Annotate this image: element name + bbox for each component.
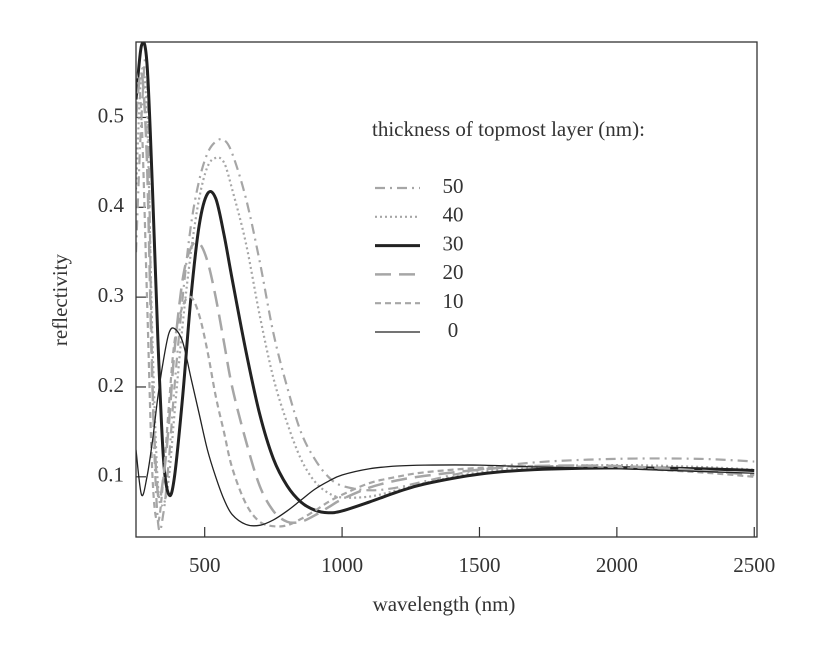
legend-label: 20 xyxy=(443,260,464,284)
y-tick-label: 0.4 xyxy=(98,193,125,217)
x-axis-label: wavelength (nm) xyxy=(373,592,516,616)
legend-label: 40 xyxy=(443,203,464,227)
x-tick-label: 2000 xyxy=(596,553,638,577)
x-tick-label: 1500 xyxy=(458,553,500,577)
legend-label: 50 xyxy=(443,174,464,198)
series-line xyxy=(136,55,755,532)
x-tick-label: 500 xyxy=(189,553,221,577)
y-tick-label: 0.2 xyxy=(98,373,124,397)
series-line xyxy=(136,70,755,525)
x-tick-label: 1000 xyxy=(321,553,363,577)
legend-label: 10 xyxy=(443,289,464,313)
series-line xyxy=(136,42,755,515)
series-line xyxy=(136,72,755,528)
y-tick-label: 0.5 xyxy=(98,103,124,127)
plot-lines xyxy=(136,42,755,532)
plot-frame xyxy=(135,41,758,538)
legend-label: 0 xyxy=(448,318,459,342)
y-tick-label: 0.3 xyxy=(98,283,124,307)
legend-title: thickness of topmost layer (nm): xyxy=(372,117,645,141)
x-tick-label: 2500 xyxy=(733,553,775,577)
y-axis-label: reflectivity xyxy=(48,253,72,346)
legend-label: 30 xyxy=(443,231,464,255)
series-line xyxy=(136,327,755,527)
y-tick-label: 0.1 xyxy=(98,463,124,487)
